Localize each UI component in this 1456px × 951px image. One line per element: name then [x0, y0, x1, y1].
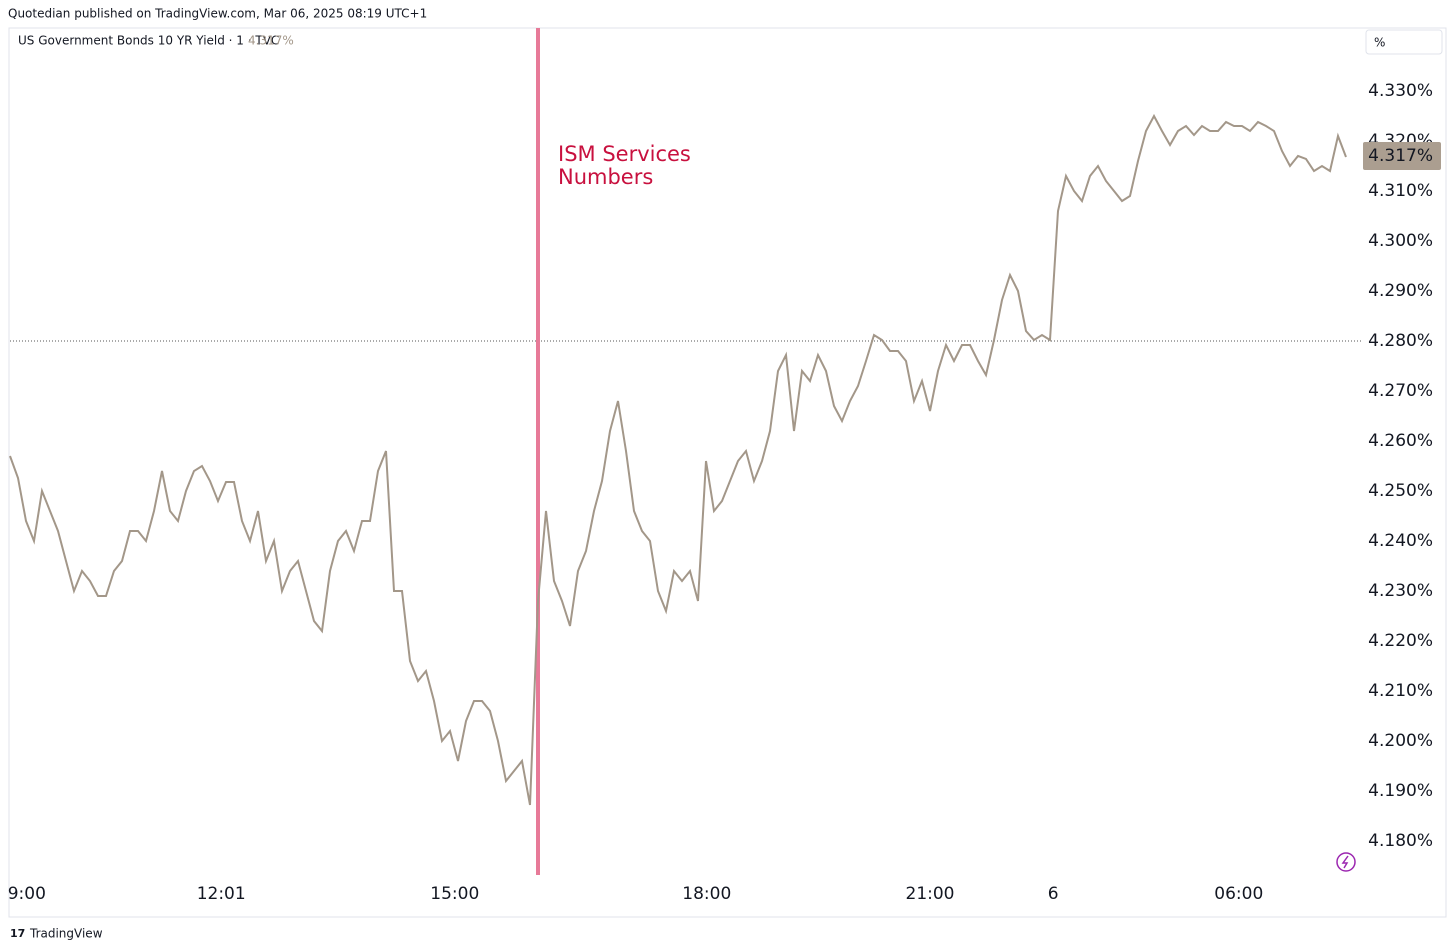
y-tick-label: 4.230%	[1368, 581, 1433, 601]
x-tick-label: 18:00	[682, 884, 731, 904]
y-tick-label: 4.220%	[1368, 631, 1433, 651]
y-tick-label: 4.250%	[1368, 481, 1433, 501]
x-tick-label: 21:00	[906, 884, 955, 904]
last-price-box	[1363, 142, 1441, 170]
last-price-label: 4.317%	[1368, 146, 1433, 166]
flash-icon[interactable]	[1336, 852, 1356, 872]
x-tick-label: 6	[1048, 884, 1059, 904]
y-tick-label: 4.180%	[1368, 831, 1433, 851]
x-tick-label: 15:00	[430, 884, 479, 904]
y-tick-label: 4.190%	[1368, 781, 1433, 801]
y-tick-label: 4.270%	[1368, 381, 1433, 401]
price-line	[9, 113, 1347, 806]
y-tick-label: 4.210%	[1368, 681, 1433, 701]
unit[interactable]: %	[1374, 36, 1385, 50]
x-tick-label: 9:00	[8, 884, 46, 904]
frame	[8, 27, 1447, 918]
brand-logo: 17	[10, 927, 25, 940]
published: Quotedian published on TradingView.com, …	[8, 7, 427, 21]
x-tick-label: 12:01	[197, 884, 246, 904]
y-tick-label: 4.290%	[1368, 281, 1433, 301]
y-tick-label: 4.240%	[1368, 531, 1433, 551]
y-tick-label: 4.260%	[1368, 431, 1433, 451]
y-tick-label: 4.330%	[1368, 81, 1433, 101]
y-tick-label: 4.310%	[1368, 181, 1433, 201]
brand: TradingView	[29, 927, 103, 941]
event-label: Numbers	[558, 165, 653, 189]
symbol: US Government Bonds 10 YR Yield · 1 · TV…	[18, 34, 279, 48]
event-label: ISM Services	[558, 142, 691, 166]
x-tick-label: 06:00	[1214, 884, 1263, 904]
flash-icon-bolt	[1341, 855, 1349, 869]
unit-box[interactable]	[1365, 29, 1443, 55]
y-tick-label: 4.200%	[1368, 731, 1433, 751]
y-tick-label: 4.280%	[1368, 331, 1433, 351]
y-tick-label: 4.300%	[1368, 231, 1433, 251]
header-price: 4.317%	[248, 34, 294, 48]
